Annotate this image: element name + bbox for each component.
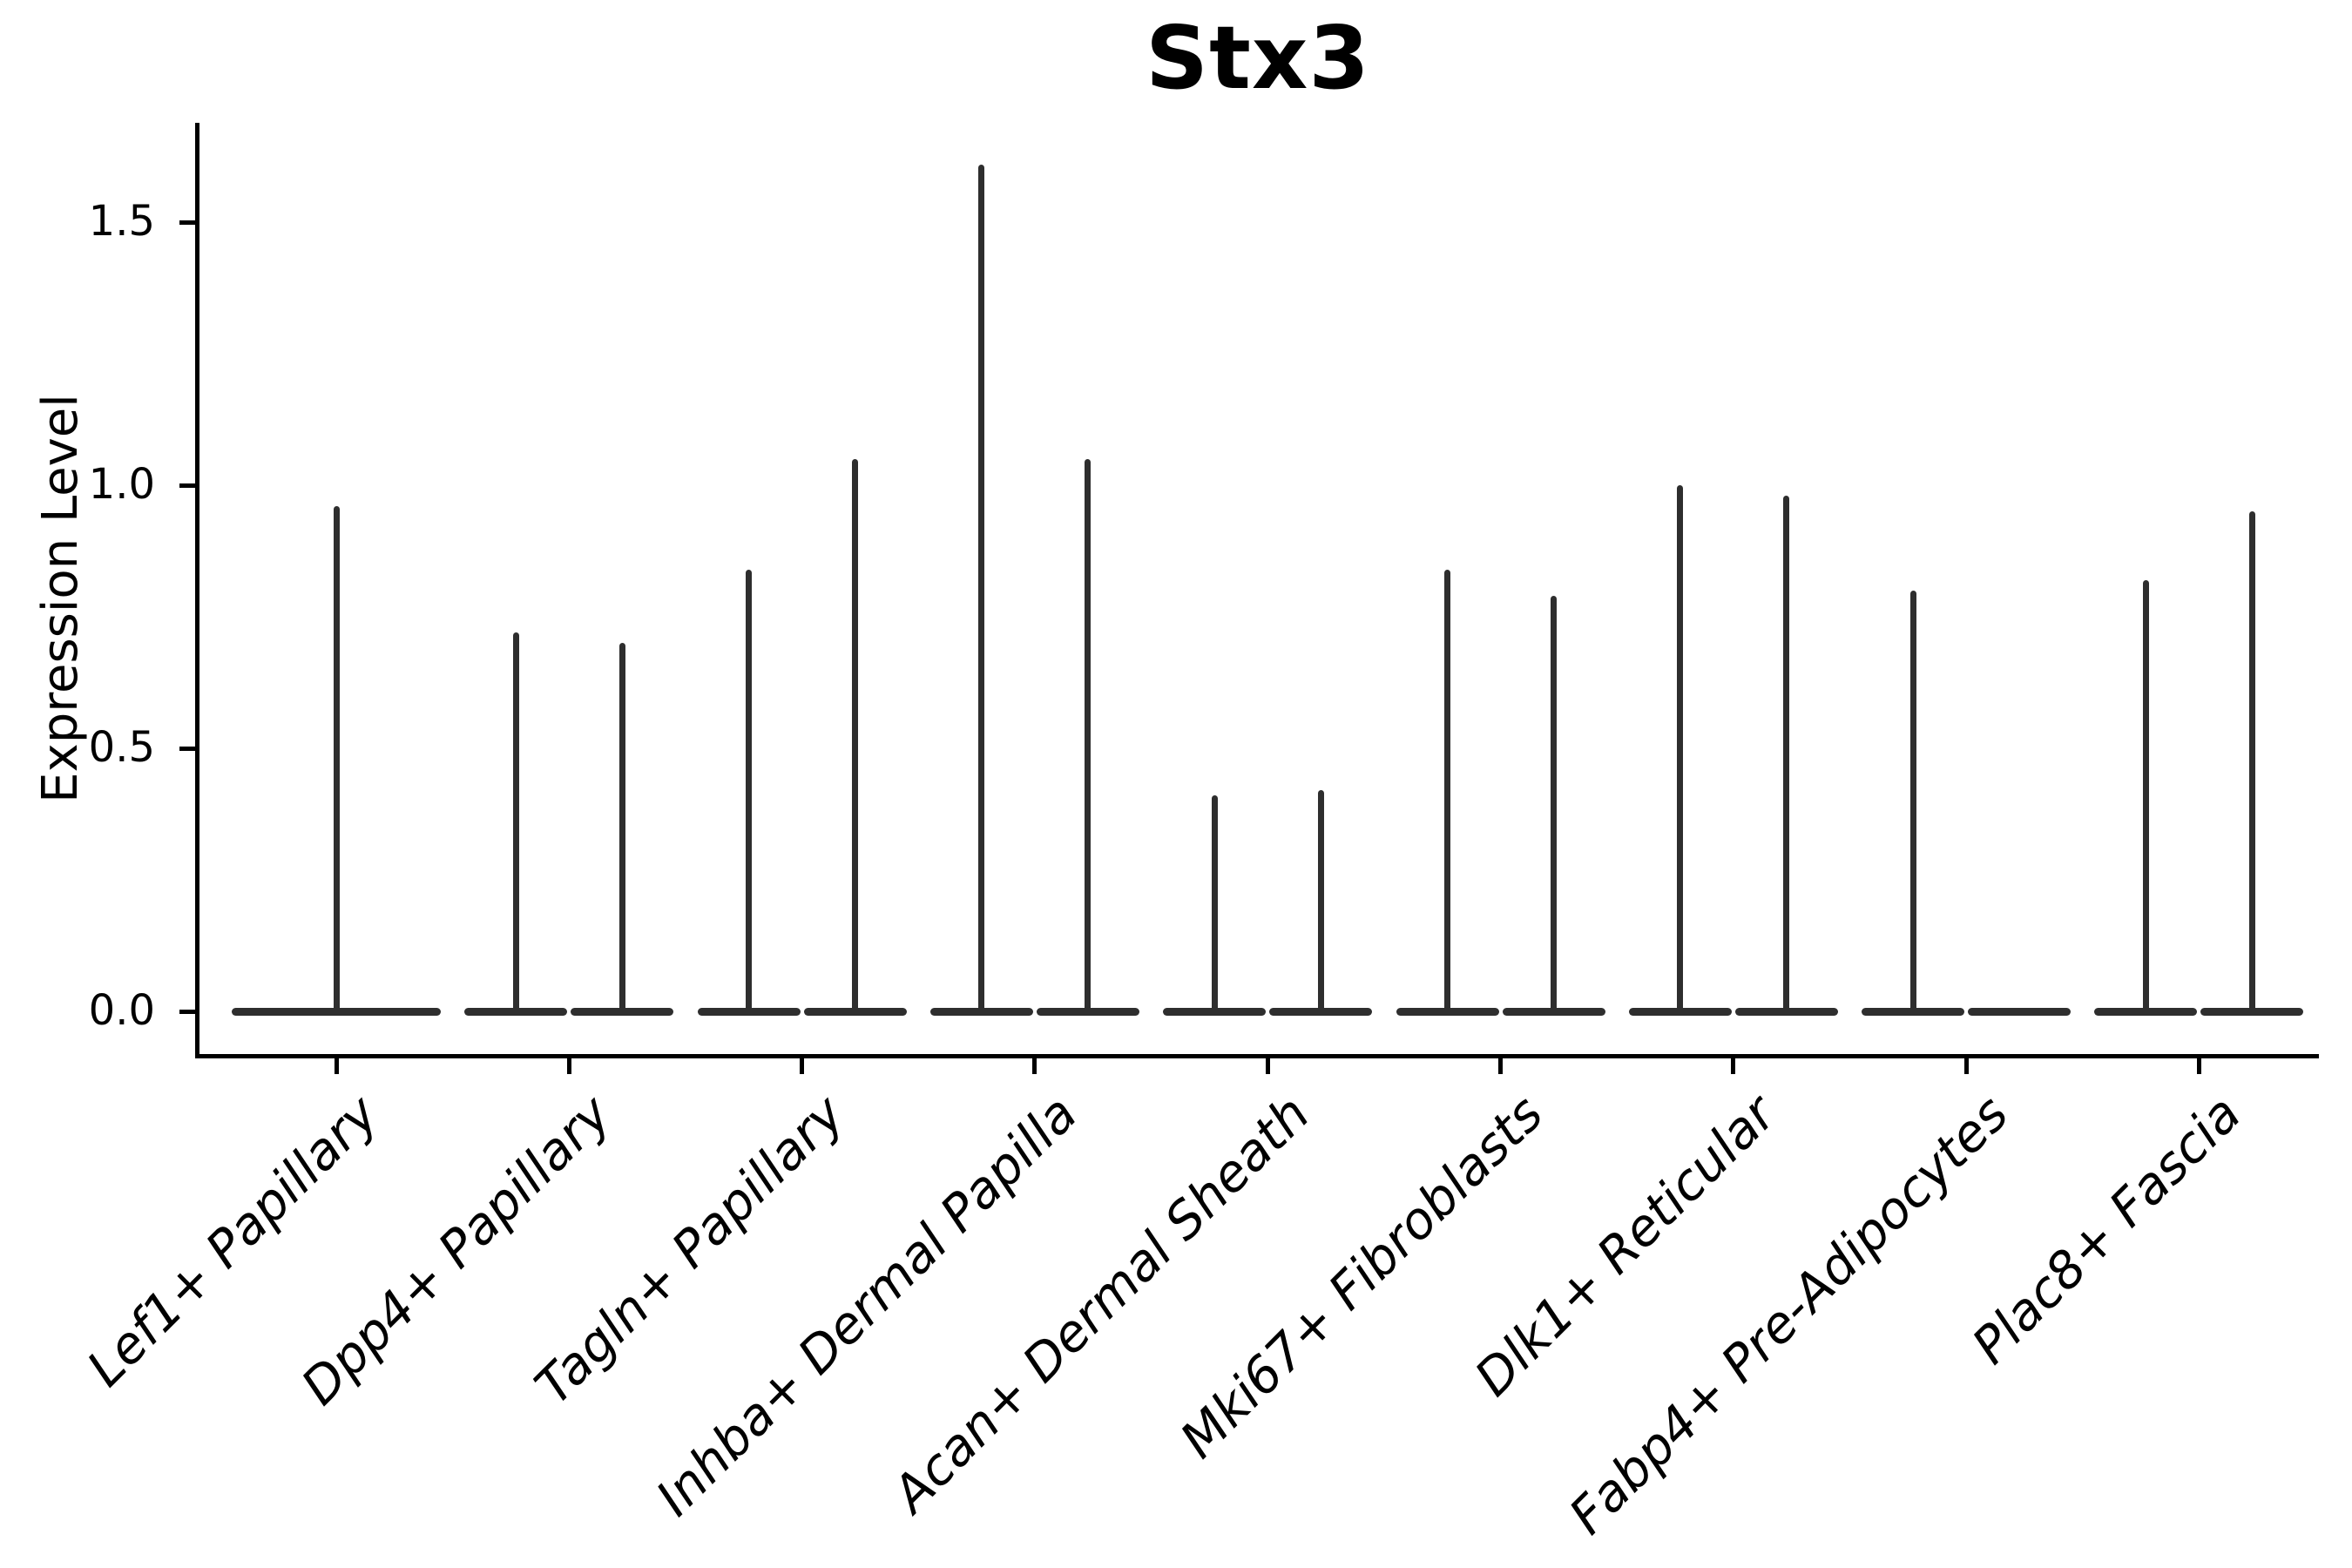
violin-base — [232, 1007, 441, 1016]
violin-spike — [2142, 580, 2149, 1011]
violin-base — [1502, 1007, 1605, 1016]
violin-spike — [1677, 485, 1684, 1011]
violin-spike — [618, 643, 625, 1011]
violin-base — [803, 1007, 907, 1016]
x-tick — [1963, 1058, 1969, 1074]
violin-spike — [2248, 511, 2255, 1011]
violin-spike — [852, 459, 859, 1011]
violin-spike — [746, 570, 753, 1011]
violin-base — [1269, 1007, 1373, 1016]
violin-base — [697, 1007, 801, 1016]
violin-base — [571, 1007, 674, 1016]
y-tick-label: 1.5 — [88, 197, 155, 246]
violin-base — [1628, 1007, 1732, 1016]
x-tick — [2196, 1058, 2201, 1074]
violin-base — [2200, 1007, 2304, 1016]
y-tick — [179, 483, 195, 488]
violin-spike — [1211, 795, 1218, 1011]
violin-spike — [1909, 591, 1916, 1011]
y-tick — [179, 220, 195, 225]
violin-spike — [1317, 790, 1324, 1011]
violin-base — [2094, 1007, 2198, 1016]
y-tick-label: 0.5 — [88, 723, 155, 772]
violin-base — [1036, 1007, 1139, 1016]
x-tick — [1032, 1058, 1037, 1074]
violin-base — [1968, 1007, 2072, 1016]
violin-base — [1163, 1007, 1267, 1016]
x-tick — [334, 1058, 339, 1074]
violin-base — [1734, 1007, 1838, 1016]
violin-base — [929, 1007, 1033, 1016]
x-tick — [1498, 1058, 1503, 1074]
x-tick — [1265, 1058, 1270, 1074]
violin-spike — [1444, 570, 1450, 1011]
violin-base — [464, 1007, 568, 1016]
violin-spike — [333, 506, 340, 1011]
violin-base — [1862, 1007, 1965, 1016]
y-tick-label: 0.0 — [88, 986, 155, 1035]
violin-spike — [978, 165, 985, 1011]
violin-spike — [512, 632, 519, 1011]
violin-spike — [1551, 596, 1557, 1011]
plot-title: Stx3 — [1146, 7, 1370, 109]
violin-base — [1396, 1007, 1499, 1016]
y-axis-line — [195, 123, 199, 1058]
x-tick — [800, 1058, 805, 1074]
y-tick-label: 1.0 — [88, 460, 155, 509]
violin-spike — [1085, 459, 1092, 1011]
x-tick — [566, 1058, 571, 1074]
x-axis-line — [195, 1054, 2319, 1058]
y-tick — [179, 747, 195, 751]
violin-spike — [1783, 496, 1790, 1011]
x-tick — [1731, 1058, 1736, 1074]
y-tick — [179, 1010, 195, 1014]
